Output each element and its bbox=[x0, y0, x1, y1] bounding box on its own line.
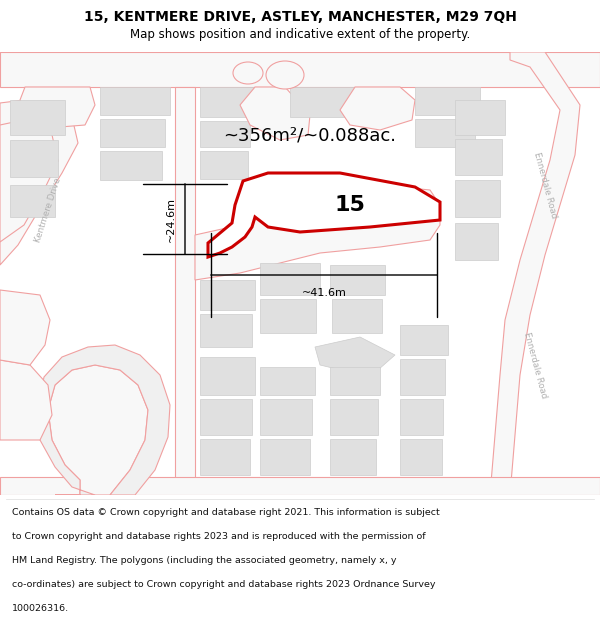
Polygon shape bbox=[0, 360, 52, 440]
Polygon shape bbox=[200, 399, 252, 435]
Text: ~24.6m: ~24.6m bbox=[166, 196, 176, 241]
Polygon shape bbox=[200, 87, 255, 117]
Polygon shape bbox=[340, 87, 415, 130]
Polygon shape bbox=[20, 87, 95, 127]
Polygon shape bbox=[400, 359, 445, 395]
Text: Contains OS data © Crown copyright and database right 2021. This information is : Contains OS data © Crown copyright and d… bbox=[12, 508, 440, 517]
Polygon shape bbox=[0, 477, 600, 495]
Polygon shape bbox=[260, 439, 310, 475]
Polygon shape bbox=[260, 367, 315, 395]
Polygon shape bbox=[200, 280, 255, 310]
Polygon shape bbox=[400, 399, 443, 435]
Text: HM Land Registry. The polygons (including the associated geometry, namely x, y: HM Land Registry. The polygons (includin… bbox=[12, 556, 397, 565]
Text: ~356m²/~0.088ac.: ~356m²/~0.088ac. bbox=[223, 126, 397, 144]
Polygon shape bbox=[200, 121, 250, 147]
Polygon shape bbox=[330, 367, 380, 395]
Polygon shape bbox=[200, 314, 252, 347]
Polygon shape bbox=[0, 97, 78, 265]
Ellipse shape bbox=[233, 62, 263, 84]
Polygon shape bbox=[0, 52, 600, 85]
Polygon shape bbox=[400, 439, 442, 475]
Polygon shape bbox=[330, 439, 376, 475]
Polygon shape bbox=[330, 265, 385, 295]
Polygon shape bbox=[195, 185, 440, 280]
Polygon shape bbox=[260, 263, 320, 295]
Text: Ennerdale Road: Ennerdale Road bbox=[532, 151, 558, 219]
Polygon shape bbox=[330, 399, 378, 435]
Polygon shape bbox=[240, 87, 310, 140]
Text: 100026316.: 100026316. bbox=[12, 604, 69, 613]
Polygon shape bbox=[332, 299, 382, 333]
Ellipse shape bbox=[266, 61, 304, 89]
Text: 15: 15 bbox=[335, 195, 365, 215]
Polygon shape bbox=[38, 345, 170, 495]
Text: 15, KENTMERE DRIVE, ASTLEY, MANCHESTER, M29 7QH: 15, KENTMERE DRIVE, ASTLEY, MANCHESTER, … bbox=[83, 11, 517, 24]
Text: Ennerdale Road: Ennerdale Road bbox=[522, 331, 548, 399]
Text: to Crown copyright and database rights 2023 and is reproduced with the permissio: to Crown copyright and database rights 2… bbox=[12, 532, 425, 541]
Polygon shape bbox=[455, 100, 505, 135]
Text: Map shows position and indicative extent of the property.: Map shows position and indicative extent… bbox=[130, 28, 470, 41]
Polygon shape bbox=[455, 223, 498, 260]
Polygon shape bbox=[455, 139, 502, 175]
Polygon shape bbox=[290, 87, 355, 117]
Polygon shape bbox=[100, 87, 170, 115]
Polygon shape bbox=[415, 119, 475, 147]
Polygon shape bbox=[0, 52, 600, 87]
Polygon shape bbox=[315, 337, 395, 377]
Polygon shape bbox=[0, 290, 50, 365]
Polygon shape bbox=[415, 87, 480, 115]
Polygon shape bbox=[490, 52, 580, 495]
Polygon shape bbox=[100, 119, 165, 147]
Polygon shape bbox=[260, 399, 312, 435]
Polygon shape bbox=[200, 357, 255, 395]
Polygon shape bbox=[10, 140, 58, 177]
Text: ~41.6m: ~41.6m bbox=[302, 288, 346, 298]
Polygon shape bbox=[200, 151, 248, 179]
Polygon shape bbox=[260, 299, 316, 333]
Polygon shape bbox=[10, 185, 55, 217]
Polygon shape bbox=[48, 365, 148, 495]
Polygon shape bbox=[200, 439, 250, 475]
Polygon shape bbox=[100, 151, 162, 180]
Text: co-ordinates) are subject to Crown copyright and database rights 2023 Ordnance S: co-ordinates) are subject to Crown copyr… bbox=[12, 580, 436, 589]
Polygon shape bbox=[208, 173, 440, 257]
Polygon shape bbox=[455, 180, 500, 217]
Polygon shape bbox=[400, 325, 448, 355]
Polygon shape bbox=[175, 87, 195, 495]
Polygon shape bbox=[0, 119, 58, 242]
Polygon shape bbox=[10, 100, 65, 135]
Text: Kentmere Drive: Kentmere Drive bbox=[33, 176, 63, 244]
